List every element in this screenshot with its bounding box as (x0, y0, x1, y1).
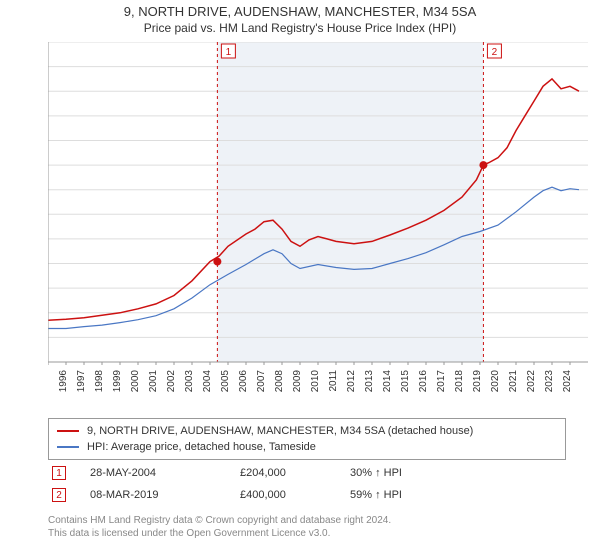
chart-title-line-2: Price paid vs. HM Land Registry's House … (0, 19, 600, 35)
svg-text:1995: 1995 (48, 370, 51, 393)
svg-text:2001: 2001 (148, 370, 159, 393)
svg-text:2002: 2002 (166, 370, 177, 393)
event-row-1: 1 28-MAY-2004 £204,000 30% ↑ HPI (48, 462, 566, 484)
chart-legend: 9, NORTH DRIVE, AUDENSHAW, MANCHESTER, M… (48, 418, 566, 460)
svg-text:1: 1 (226, 47, 232, 58)
svg-text:2020: 2020 (490, 370, 501, 393)
svg-text:2018: 2018 (454, 370, 465, 393)
svg-text:2012: 2012 (346, 370, 357, 393)
svg-text:2023: 2023 (544, 370, 555, 393)
svg-text:2004: 2004 (202, 370, 213, 393)
event-hpi-1: 30% ↑ HPI (350, 467, 460, 479)
event-price-1: £204,000 (240, 467, 350, 479)
svg-text:1996: 1996 (58, 370, 69, 393)
svg-text:2010: 2010 (310, 370, 321, 393)
event-date-1: 28-MAY-2004 (90, 467, 240, 479)
svg-text:2003: 2003 (184, 370, 195, 393)
svg-text:2024: 2024 (562, 370, 573, 393)
chart-title-line-1: 9, NORTH DRIVE, AUDENSHAW, MANCHESTER, M… (0, 0, 600, 19)
chart-container: 9, NORTH DRIVE, AUDENSHAW, MANCHESTER, M… (0, 0, 600, 560)
footer-line-1: Contains HM Land Registry data © Crown c… (48, 514, 566, 527)
legend-label-hpi: HPI: Average price, detached house, Tame… (87, 439, 316, 455)
legend-swatch-hpi (57, 446, 79, 448)
footer: Contains HM Land Registry data © Crown c… (48, 514, 566, 540)
event-hpi-2: 59% ↑ HPI (350, 489, 460, 501)
chart-plot-area: £0£50K£100K£150K£200K£250K£300K£350K£400… (48, 42, 588, 382)
svg-text:2005: 2005 (220, 370, 231, 393)
event-price-2: £400,000 (240, 489, 350, 501)
svg-text:2000: 2000 (130, 370, 141, 393)
svg-text:2009: 2009 (292, 370, 303, 393)
svg-text:2021: 2021 (508, 370, 519, 393)
legend-row-subject: 9, NORTH DRIVE, AUDENSHAW, MANCHESTER, M… (57, 423, 557, 439)
svg-text:2016: 2016 (418, 370, 429, 393)
svg-text:2014: 2014 (382, 370, 393, 393)
svg-text:2011: 2011 (328, 370, 339, 392)
svg-text:1997: 1997 (76, 370, 87, 393)
event-date-2: 08-MAR-2019 (90, 489, 240, 501)
event-table: 1 28-MAY-2004 £204,000 30% ↑ HPI 2 08-MA… (48, 462, 566, 506)
svg-text:2015: 2015 (400, 370, 411, 393)
svg-text:2022: 2022 (526, 370, 537, 393)
event-box-1: 1 (52, 466, 66, 480)
event-row-2: 2 08-MAR-2019 £400,000 59% ↑ HPI (48, 484, 566, 506)
svg-text:2008: 2008 (274, 370, 285, 393)
svg-text:2019: 2019 (472, 370, 483, 393)
svg-text:2: 2 (492, 47, 498, 58)
legend-row-hpi: HPI: Average price, detached house, Tame… (57, 439, 557, 455)
svg-text:2013: 2013 (364, 370, 375, 393)
event-box-2: 2 (52, 488, 66, 502)
svg-text:2017: 2017 (436, 370, 447, 393)
svg-text:1998: 1998 (94, 370, 105, 393)
legend-label-subject: 9, NORTH DRIVE, AUDENSHAW, MANCHESTER, M… (87, 423, 473, 439)
chart-svg: £0£50K£100K£150K£200K£250K£300K£350K£400… (48, 42, 588, 422)
footer-line-2: This data is licensed under the Open Gov… (48, 527, 566, 540)
svg-text:2007: 2007 (256, 370, 267, 393)
svg-text:1999: 1999 (112, 370, 123, 393)
svg-text:2006: 2006 (238, 370, 249, 393)
legend-swatch-subject (57, 430, 79, 432)
